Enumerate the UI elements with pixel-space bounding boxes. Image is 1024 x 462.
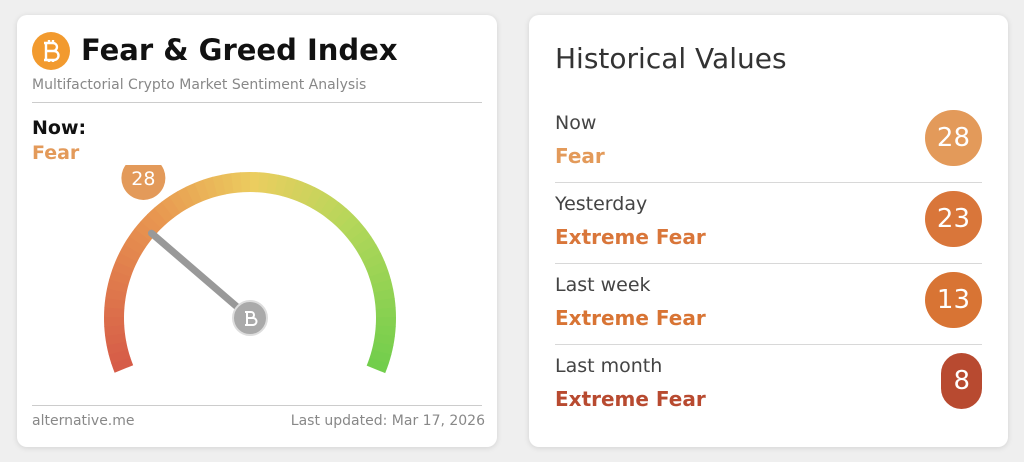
value-bubble: 13: [924, 272, 982, 328]
value-badge: [121, 165, 166, 200]
hub-icon: [245, 311, 258, 326]
historical-title: Historical Values: [555, 42, 787, 75]
period: Last week: [555, 274, 651, 296]
gauge-segment: [362, 252, 385, 270]
period: Last month: [555, 355, 663, 377]
index-card: Fear & Greed Index Multifactorial Crypto…: [17, 15, 497, 447]
gauge-segment: [258, 172, 270, 194]
gauge-segment: [369, 349, 392, 365]
gauge-segment: [115, 252, 138, 270]
separator: [555, 263, 982, 264]
now-label: Now:: [32, 117, 87, 139]
last-updated: Last updated: Mar 17, 2026: [290, 413, 485, 429]
gauge-segment: [374, 325, 396, 337]
gauge-segment: [128, 228, 151, 248]
gauge-segment: [123, 235, 146, 255]
gauge-segment: [349, 228, 372, 248]
gauge-segment: [290, 179, 307, 202]
gauge-segment: [106, 341, 129, 355]
separator: [555, 344, 982, 345]
gauge-segment: [177, 186, 195, 209]
gauge-segment: [366, 261, 389, 278]
bitcoin-icon: [32, 32, 70, 70]
historical-card: Historical Values Now Fear 28 Yesterday Extr…: [529, 15, 1008, 447]
gauge-segment: [185, 182, 203, 205]
gauge-segment: [344, 221, 366, 242]
gauge-segment: [373, 288, 395, 302]
gauge-segment: [147, 207, 168, 229]
gauge-segment: [371, 341, 394, 356]
value-bubble: 8: [941, 353, 982, 409]
gauge-segment: [221, 173, 235, 195]
gauge-segment: [154, 201, 174, 224]
gauge-segment: [203, 176, 219, 199]
classification: Fear: [555, 144, 605, 168]
history-row: Yesterday Extreme Fear 23: [555, 187, 982, 268]
gauge-segment: [319, 196, 339, 219]
gauge-segment: [119, 244, 142, 262]
gauge-segment: [112, 260, 135, 277]
period: Yesterday: [555, 193, 648, 215]
gauge-segment: [358, 244, 381, 263]
gauge-segment: [266, 173, 279, 195]
subtitle: Multifactorial Crypto Market Sentiment A…: [32, 77, 367, 93]
divider: [32, 102, 482, 103]
gauge-segment: [366, 357, 389, 374]
gauge-segment: [169, 191, 188, 214]
gauge-segment: [312, 191, 332, 214]
gauge-segment: [326, 201, 347, 224]
gauge-segment: [161, 196, 181, 218]
period: Now: [555, 112, 597, 134]
classification: Extreme Fear: [555, 225, 706, 249]
gauge-segment: [332, 207, 354, 229]
value-label: 28: [131, 168, 155, 190]
gauge-segment: [282, 176, 298, 199]
gauge-segment: [297, 183, 315, 206]
gauge-segment: [373, 333, 395, 346]
gauge-segment: [105, 288, 127, 301]
gauge-segment: [106, 278, 129, 293]
gauge-segment: [194, 179, 211, 202]
gauge-segment: [274, 174, 289, 197]
history-row: Last week Extreme Fear 13: [555, 268, 982, 349]
gauge-segment: [231, 172, 243, 194]
value-bubble: 23: [924, 191, 982, 247]
needle: [147, 229, 254, 322]
classification: Extreme Fear: [555, 387, 706, 411]
divider: [32, 405, 482, 406]
gauge-segment: [105, 333, 127, 346]
gauge-segment: [354, 236, 377, 255]
now-classification: Fear: [32, 142, 80, 164]
gauge-segment: [305, 186, 324, 209]
separator: [555, 182, 982, 183]
gauge-segment: [374, 298, 396, 310]
source: alternative.me: [32, 413, 135, 429]
title: Fear & Greed Index: [81, 33, 398, 67]
gauge-segment: [104, 324, 125, 336]
gauge-segment: [109, 269, 132, 285]
gauge-segment: [108, 349, 131, 364]
gauge-segment: [111, 357, 134, 373]
gauge-segment: [212, 174, 227, 197]
gauge-segment: [338, 214, 360, 235]
gauge-segment: [140, 214, 162, 235]
gauge-segment: [369, 270, 391, 286]
gauge: 28: [104, 165, 396, 374]
history-row: Now Fear 28: [555, 106, 982, 187]
classification: Extreme Fear: [555, 306, 706, 330]
gauge-segment: [104, 297, 126, 309]
value-bubble: 28: [924, 110, 982, 166]
history-row: Last month Extreme Fear 8: [555, 349, 982, 430]
gauge-segment: [371, 279, 394, 294]
gauge-segment: [134, 220, 156, 241]
